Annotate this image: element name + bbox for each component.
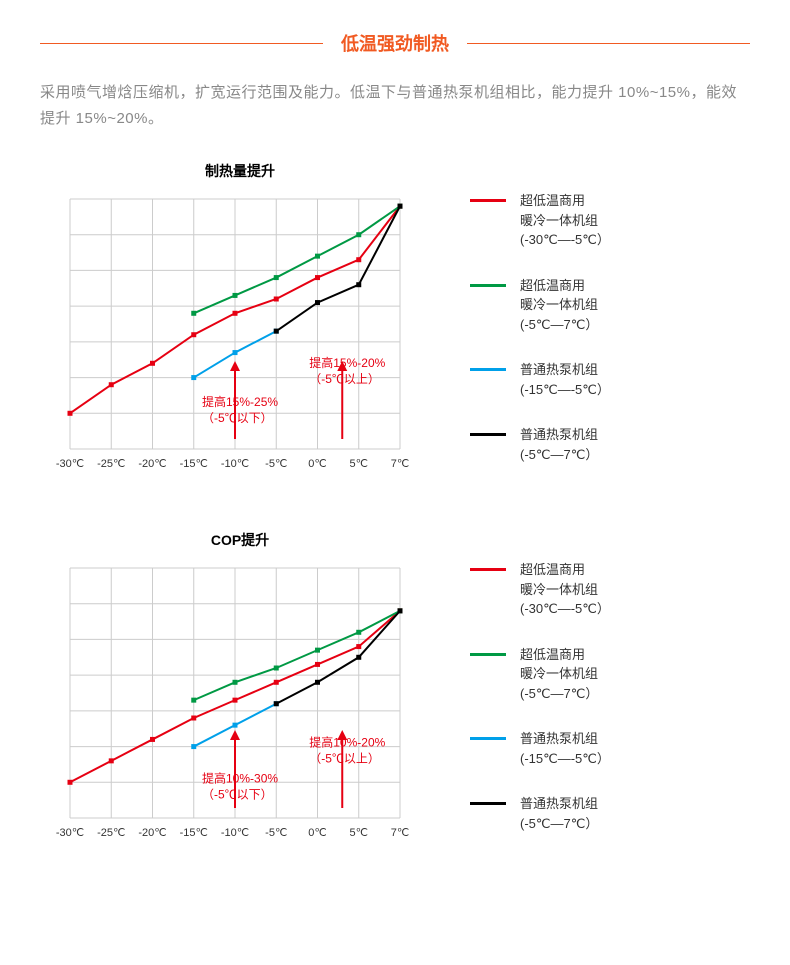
legend-label: 超低温商用暖冷一体机组(-30℃—-5℃） [520, 191, 610, 250]
legend-label: 超低温商用暖冷一体机组(-30℃—-5℃） [520, 560, 610, 619]
legend-swatch [470, 568, 506, 571]
chart1-section: 制热量提升 -30℃ -25℃ -20℃ -15℃ -10℃ -5℃ 0℃ 5℃ 7℃ 提高15%… [40, 161, 750, 490]
chart2-section: COP提升 -30℃ -25℃ -20℃ -15℃ -10℃ -5℃ 0℃ 5℃ 7℃ 提高10%… [40, 530, 750, 859]
legend-item: 普通热泵机组(-15℃—-5℃） [470, 729, 750, 768]
svg-text:-30℃: -30℃ [56, 458, 84, 470]
legend-swatch [470, 284, 506, 287]
svg-text:（-5℃以上）: （-5℃以上） [309, 752, 380, 766]
svg-text:（-5℃以下）: （-5℃以下） [202, 787, 273, 801]
legend-label: 普通热泵机组(-5℃—7℃） [520, 425, 598, 464]
legend-label: 超低温商用暖冷一体机组(-5℃—7℃） [520, 276, 598, 335]
intro-text: 采用喷气增焓压缩机，扩宽运行范围及能力。低温下与普通热泵机组相比，能力提升 10… [40, 80, 750, 131]
chart2: -30℃ -25℃ -20℃ -15℃ -10℃ -5℃ 0℃ 5℃ 7℃ 提高10%-30% （-… [40, 558, 440, 858]
divider-left [40, 43, 323, 44]
svg-text:-10℃: -10℃ [221, 827, 249, 839]
svg-text:（-5℃以下）: （-5℃以下） [202, 411, 273, 425]
chart1-title: 制热量提升 [40, 161, 440, 181]
svg-text:-15℃: -15℃ [180, 458, 208, 470]
section-header: 低温强劲制热 [40, 30, 750, 56]
svg-text:-25℃: -25℃ [97, 827, 125, 839]
chart1: -30℃ -25℃ -20℃ -15℃ -10℃ -5℃ 0℃ 5℃ 7℃ 提高15%-25% （-… [40, 189, 440, 489]
legend-item: 超低温商用暖冷一体机组(-5℃—7℃） [470, 276, 750, 335]
svg-text:-20℃: -20℃ [138, 827, 166, 839]
svg-text:0℃: 0℃ [308, 458, 326, 470]
legend-item: 普通热泵机组(-15℃—-5℃） [470, 360, 750, 399]
chart2-title: COP提升 [40, 530, 440, 550]
chart2-legend: 超低温商用暖冷一体机组(-30℃—-5℃） 超低温商用暖冷一体机组(-5℃—7℃… [440, 530, 750, 859]
page-title: 低温强劲制热 [323, 30, 467, 56]
svg-text:5℃: 5℃ [350, 827, 368, 839]
svg-text:-30℃: -30℃ [56, 827, 84, 839]
svg-text:-15℃: -15℃ [180, 827, 208, 839]
svg-text:-10℃: -10℃ [221, 458, 249, 470]
svg-text:7℃: 7℃ [391, 827, 409, 839]
svg-text:5℃: 5℃ [350, 458, 368, 470]
svg-text:-5℃: -5℃ [265, 827, 287, 839]
legend-swatch [470, 368, 506, 371]
legend-label: 普通热泵机组(-15℃—-5℃） [520, 729, 610, 768]
svg-text:提高10%-30%: 提高10%-30% [202, 770, 278, 785]
svg-text:7℃: 7℃ [391, 458, 409, 470]
svg-text:提高10%-20%: 提高10%-20% [309, 735, 385, 750]
chart1-legend: 超低温商用暖冷一体机组(-30℃—-5℃） 超低温商用暖冷一体机组(-5℃—7℃… [440, 161, 750, 490]
svg-text:-25℃: -25℃ [97, 458, 125, 470]
legend-item: 普通热泵机组(-5℃—7℃） [470, 794, 750, 833]
legend-item: 超低温商用暖冷一体机组(-30℃—-5℃） [470, 191, 750, 250]
legend-swatch [470, 737, 506, 740]
legend-label: 普通热泵机组(-5℃—7℃） [520, 794, 598, 833]
svg-text:0℃: 0℃ [308, 827, 326, 839]
legend-swatch [470, 433, 506, 436]
svg-text:（-5℃以上）: （-5℃以上） [309, 372, 380, 386]
legend-swatch [470, 653, 506, 656]
legend-label: 超低温商用暖冷一体机组(-5℃—7℃） [520, 645, 598, 704]
svg-text:提高15%-25%: 提高15%-25% [202, 394, 278, 409]
svg-text:-5℃: -5℃ [265, 458, 287, 470]
svg-text:-20℃: -20℃ [138, 458, 166, 470]
svg-text:提高15%-20%: 提高15%-20% [309, 355, 385, 370]
legend-item: 普通热泵机组(-5℃—7℃） [470, 425, 750, 464]
legend-label: 普通热泵机组(-15℃—-5℃） [520, 360, 610, 399]
legend-swatch [470, 802, 506, 805]
legend-item: 超低温商用暖冷一体机组(-30℃—-5℃） [470, 560, 750, 619]
divider-right [467, 43, 750, 44]
legend-swatch [470, 199, 506, 202]
legend-item: 超低温商用暖冷一体机组(-5℃—7℃） [470, 645, 750, 704]
